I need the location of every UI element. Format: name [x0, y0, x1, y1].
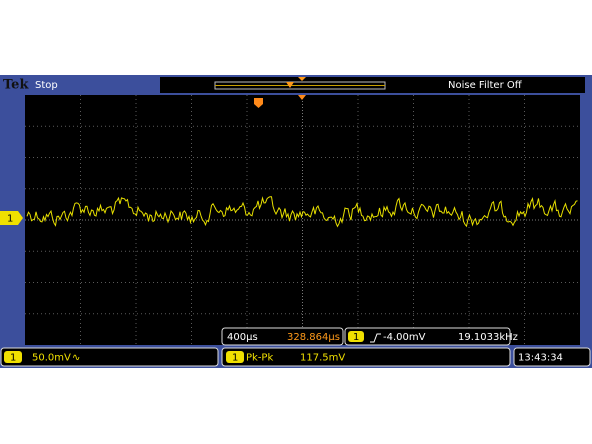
trigger-marker [254, 98, 263, 108]
trigger-position: 328.864µs [287, 332, 340, 343]
measurement-badge [226, 351, 244, 363]
expansion-point [298, 77, 306, 81]
run-status: Stop [35, 80, 58, 91]
measurement-value: 117.5mV [300, 353, 345, 364]
measurement-label: Pk-Pk [246, 353, 273, 364]
waveform [26, 196, 578, 228]
channel: 1 [10, 353, 16, 364]
trigger-position-icon [286, 82, 294, 88]
measurement-channel: 1 [232, 353, 238, 364]
volts-per-div: 50.0mV [32, 353, 71, 364]
clock-box [513, 347, 591, 367]
frequency: 19.1033kHz [458, 332, 518, 343]
trigger-channel: 1 [353, 332, 359, 343]
coupling: ∿ [72, 353, 80, 364]
noise-filter: Noise Filter Off [448, 80, 523, 91]
channel-marker [0, 211, 23, 225]
timebase-box [221, 327, 344, 346]
brand: Tek [3, 78, 29, 93]
timebase: 400µs [227, 332, 258, 343]
channel-marker-label: 1 [7, 214, 13, 225]
channel-box [0, 347, 219, 367]
trigger-channel-badge [348, 331, 364, 342]
slope-icon [370, 333, 381, 343]
clock: 13:43:34 [518, 353, 563, 364]
center-marker [298, 95, 306, 100]
channel-badge [4, 351, 22, 363]
measurement-box [221, 347, 511, 367]
trigger-box [344, 327, 511, 346]
trigger-level: -4.00mV [383, 332, 426, 343]
